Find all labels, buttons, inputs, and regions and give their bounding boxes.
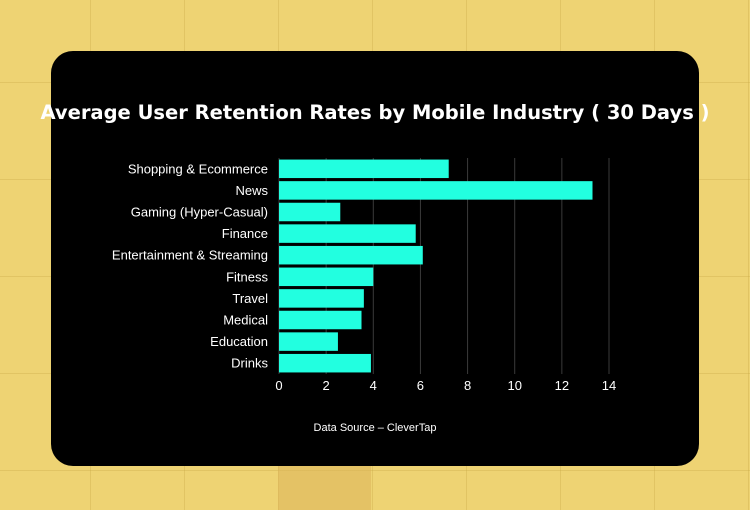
background-tile-highlight: [278, 466, 371, 510]
bar: [279, 181, 593, 200]
category-label: Education: [210, 334, 268, 349]
category-label: Drinks: [231, 356, 268, 371]
x-tick-label: 4: [370, 378, 377, 393]
x-tick-label: 10: [507, 378, 521, 393]
x-tick-label: 14: [602, 378, 616, 393]
x-tick-labels: 0 2 4 6 8 10 12 14: [275, 378, 616, 393]
x-tick-label: 6: [417, 378, 424, 393]
category-label: Entertainment & Streaming: [112, 248, 268, 263]
category-label: Fitness: [226, 269, 268, 284]
x-tick-label: 8: [464, 378, 471, 393]
x-tick-label: 2: [323, 378, 330, 393]
data-source-note: Data Source – CleverTap: [313, 422, 437, 434]
category-label: Gaming (Hyper-Casual): [131, 205, 268, 220]
category-labels: Shopping & Ecommerce News Gaming (Hyper-Ca…: [112, 161, 269, 370]
category-label: Shopping & Ecommerce: [128, 161, 268, 176]
category-label: Medical: [223, 313, 268, 328]
category-label: Finance: [222, 226, 268, 241]
category-label: Travel: [232, 291, 268, 306]
bar: [279, 267, 374, 287]
bar: [279, 332, 338, 351]
bar: [279, 159, 449, 179]
bar: [279, 353, 371, 373]
x-tick-label: 0: [275, 378, 282, 393]
x-tick-label: 12: [555, 378, 569, 393]
category-label: News: [235, 183, 268, 198]
bar: [279, 289, 364, 308]
bars: [279, 159, 593, 373]
chart-title: Average User Retention Rates by Mobile I…: [40, 101, 710, 124]
bar: [279, 310, 362, 330]
bar: [279, 224, 416, 243]
bar: [279, 245, 423, 265]
bar: [279, 202, 341, 222]
